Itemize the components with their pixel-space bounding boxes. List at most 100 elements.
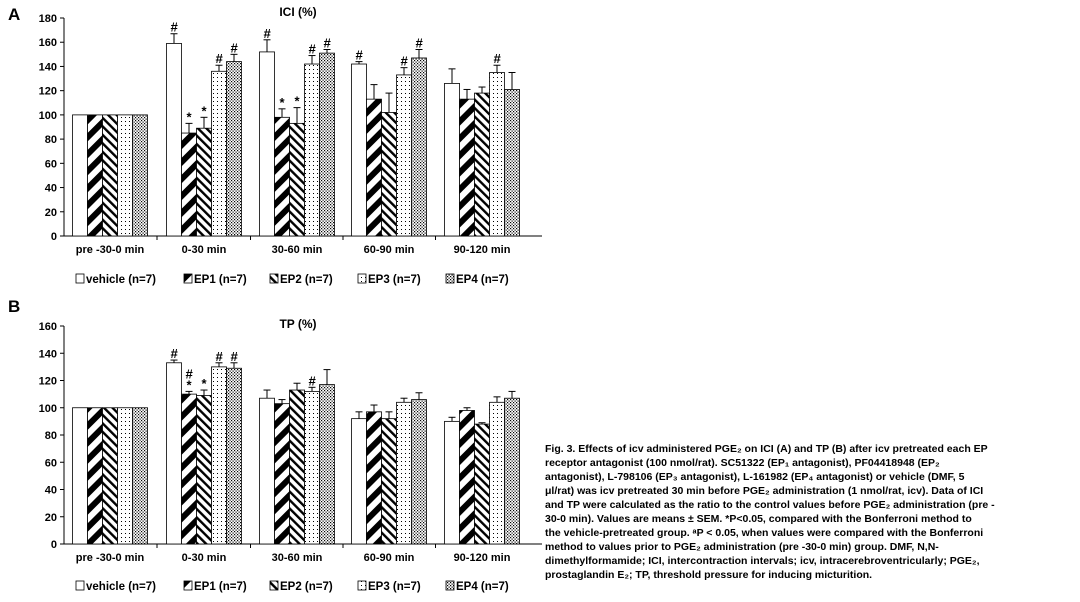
chart0-category-label-0: pre -30-0 min	[76, 244, 145, 256]
chart1-legend-label-1: EP1 (n=7)	[194, 581, 247, 593]
chart1-bar-s1-c3	[366, 411, 382, 545]
chart1-bar-s1-c0	[87, 407, 103, 545]
chart0-y-tick-label-4: 80	[45, 134, 57, 146]
chart1-bar-s3-c4	[489, 401, 505, 545]
chart1-category-label-1: 0-30 min	[182, 552, 227, 564]
chart0-bar-s4-c2	[319, 52, 335, 237]
chart0-bar-s3-c0	[117, 114, 133, 237]
chart1-bar-s0-c0	[72, 407, 88, 545]
chart1-category-label-0: pre -30-0 min	[76, 552, 145, 564]
chart1-y-tick-label-2: 40	[45, 485, 57, 497]
chart1-y-tick-label-1: 20	[45, 512, 57, 524]
chart1-legend-label-3: EP3 (n=7)	[368, 581, 421, 593]
chart0-legend-swatch-2	[269, 273, 279, 284]
chart1-legend-swatch-0	[75, 580, 85, 591]
chart1-bar-s0-c4	[444, 420, 460, 545]
chart0-legend-swatch-4	[445, 273, 455, 284]
chart1-bar-s4-c1	[226, 367, 242, 545]
chart1-y-tick-label-6: 120	[39, 376, 57, 388]
chart1-bar-s3-c3	[396, 401, 412, 545]
chart0-bar-s3-c2	[304, 63, 320, 237]
chart0-bar-s2-c2	[289, 122, 305, 237]
chart1-bar-s1-c1	[181, 393, 197, 545]
chart0-hash-c4-s3: #	[493, 51, 501, 66]
chart0-y-tick-label-2: 40	[45, 183, 57, 195]
chart1-hash-c1-s1: #	[185, 366, 193, 381]
chart0-legend-label-3: EP3 (n=7)	[368, 274, 421, 286]
chart0-bar-s3-c1	[211, 70, 227, 237]
chart1-bar-s2-c0	[102, 407, 118, 545]
chart0-legend-swatch-1	[183, 273, 193, 284]
chart0-y-tick-label-9: 180	[39, 13, 57, 25]
chart0-bar-s4-c3	[411, 57, 427, 237]
chart0-bar-s0-c4	[444, 83, 460, 237]
chart1-bar-s2-c1	[196, 395, 212, 545]
chart1-bar-s2-c3	[381, 418, 397, 545]
chart0-hash-c3-s4: #	[415, 35, 423, 50]
chart0-hash-c1-s0: #	[170, 20, 178, 35]
chart0-bar-s4-c4	[504, 89, 520, 237]
caption-line: Fig. 3. Effects of icv administered PGE₂…	[545, 443, 988, 455]
chart0-bar-s2-c0	[102, 114, 118, 237]
chart1-y-tick-label-0: 0	[51, 539, 57, 551]
chart1-star-c1-s2: *	[201, 376, 207, 391]
chart0-star-c1-s1: *	[186, 109, 192, 124]
chart1-hash-c2-s3: #	[308, 373, 316, 388]
chart0-hash-c2-s4: #	[323, 35, 331, 50]
chart0-hash-c3-s0: #	[355, 48, 363, 63]
caption-line: and TP were calculated as the ratio to t…	[545, 498, 995, 511]
caption-line: dimethylformamide; ICI, intercontraction…	[545, 554, 980, 567]
chart1-legend-label-2: EP2 (n=7)	[280, 581, 333, 593]
chart1-y-tick-label-5: 100	[39, 403, 57, 415]
chart1-bar-s0-c1	[166, 362, 182, 545]
chart1-category-label-3: 60-90 min	[364, 552, 415, 564]
caption-line: antagonist), L-798106 (EP₃ antagonist), …	[545, 470, 965, 483]
chart0-bar-s2-c1	[196, 127, 212, 237]
chart-panel-a: A ICI (%) 0 20 40 60 80 100 120 140 160 180 pre -3…	[8, 5, 542, 286]
chart1-bar-s0-c3	[351, 418, 367, 545]
chart0-y-tick-label-1: 20	[45, 207, 57, 219]
chart0-bar-s2-c4	[474, 92, 490, 237]
chart1-y-tick-label-7: 140	[39, 348, 57, 360]
chart0-bar-s0-c1	[166, 43, 182, 237]
chart0-y-tick-label-5: 100	[39, 110, 57, 122]
chart1-bar-s0-c2	[259, 397, 275, 545]
chart0-y-tick-label-6: 120	[39, 86, 57, 98]
chart1-bar-s2-c2	[289, 389, 305, 545]
chart0-bar-s4-c0	[132, 114, 148, 237]
chart0-legend-swatch-0	[75, 273, 85, 284]
chart0-hash-c2-s3: #	[308, 42, 316, 57]
chart0-star-c2-s1: *	[279, 95, 285, 110]
chart1-bar-s3-c2	[304, 390, 320, 545]
chart0-bar-s1-c3	[366, 98, 382, 237]
chart1-hash-c1-s4: #	[230, 349, 238, 364]
chart1-legend-swatch-4	[445, 580, 455, 591]
panel-letter-a: A	[8, 5, 20, 24]
chart1-bar-s4-c2	[319, 384, 335, 545]
chart1-legend-swatch-2	[269, 580, 279, 591]
chart1-legend-swatch-3	[357, 580, 367, 591]
caption-line: method to values prior to PGE₂ administr…	[545, 540, 939, 553]
chart0-category-label-2: 30-60 min	[272, 244, 323, 256]
chart1-star-c1-s1: *	[186, 377, 192, 392]
chart-panel-b: B TP (%) 0 20 40 60 80 100 120 140 160 pre -30-0 …	[8, 297, 542, 593]
chart0-star-c2-s2: *	[294, 94, 300, 109]
chart0-bar-s2-c3	[381, 112, 397, 237]
chart0-bar-s3-c3	[396, 74, 412, 237]
chart1-bar-s4-c4	[504, 397, 520, 545]
chart0-hash-c2-s0: #	[263, 26, 271, 41]
chart1-legend-label-4: EP4 (n=7)	[456, 581, 509, 593]
chart1-bar-s3-c1	[211, 366, 227, 545]
chart0-category-label-3: 60-90 min	[364, 244, 415, 256]
chart0-hash-c1-s3: #	[215, 51, 223, 66]
chart0-bar-s1-c4	[459, 98, 475, 237]
caption-line: receptor antagonist (100 nmol/rat). SC51…	[545, 456, 940, 469]
chart0-y-tick-label-0: 0	[51, 231, 57, 243]
chart0-legend-label-0: vehicle (n=7)	[86, 274, 156, 286]
chart0-bar-s3-c4	[489, 72, 505, 237]
chart0-bar-s4-c1	[226, 61, 242, 237]
chart0-bar-s0-c0	[72, 114, 88, 237]
chart-title-b: TP (%)	[279, 317, 316, 331]
chart1-bar-s3-c0	[117, 407, 133, 545]
